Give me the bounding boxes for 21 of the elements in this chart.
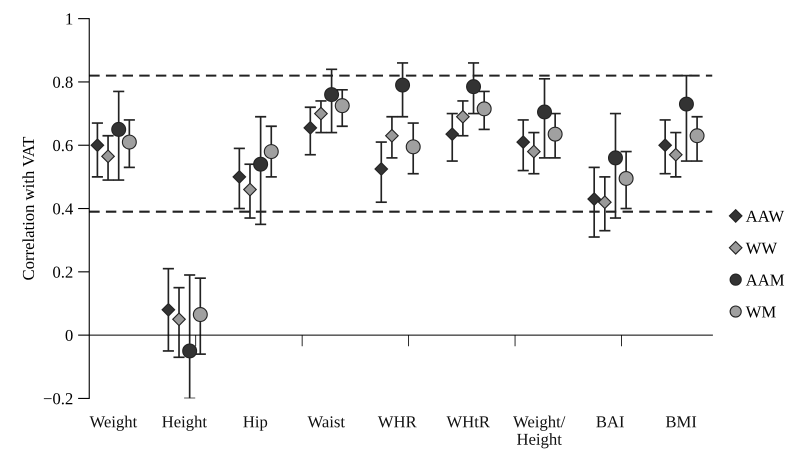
x-tick-label: BMI — [666, 416, 696, 428]
y-tick-label: 0.4 — [53, 203, 74, 215]
x-tick-label: WHR — [378, 416, 417, 428]
x-tick-label: Weight — [90, 416, 138, 431]
x-tick-label: Height — [162, 416, 207, 431]
legend-label: WM — [746, 306, 776, 318]
y-tick-label: 0.2 — [53, 266, 72, 278]
y-tick-label: 0 — [66, 330, 73, 342]
y-tick-label: 1 — [66, 13, 72, 24]
legend-label: AAW — [746, 210, 784, 222]
x-tick-label: Waist — [308, 416, 345, 428]
legend-label: AAM — [746, 274, 784, 286]
y-tick-label: 0.8 — [53, 76, 73, 88]
x-tick-label: Weight/ Height — [513, 416, 566, 448]
y-tick-label: 0.6 — [53, 140, 73, 152]
x-tick-label: WHtR — [446, 416, 490, 428]
y-axis-title: Correlation with VAT — [22, 136, 34, 280]
legend-label: WW — [746, 242, 778, 254]
x-tick-label: Hip — [243, 416, 268, 431]
y-tick-label: −0.2 — [44, 393, 72, 404]
x-tick-label: BAI — [596, 416, 624, 428]
